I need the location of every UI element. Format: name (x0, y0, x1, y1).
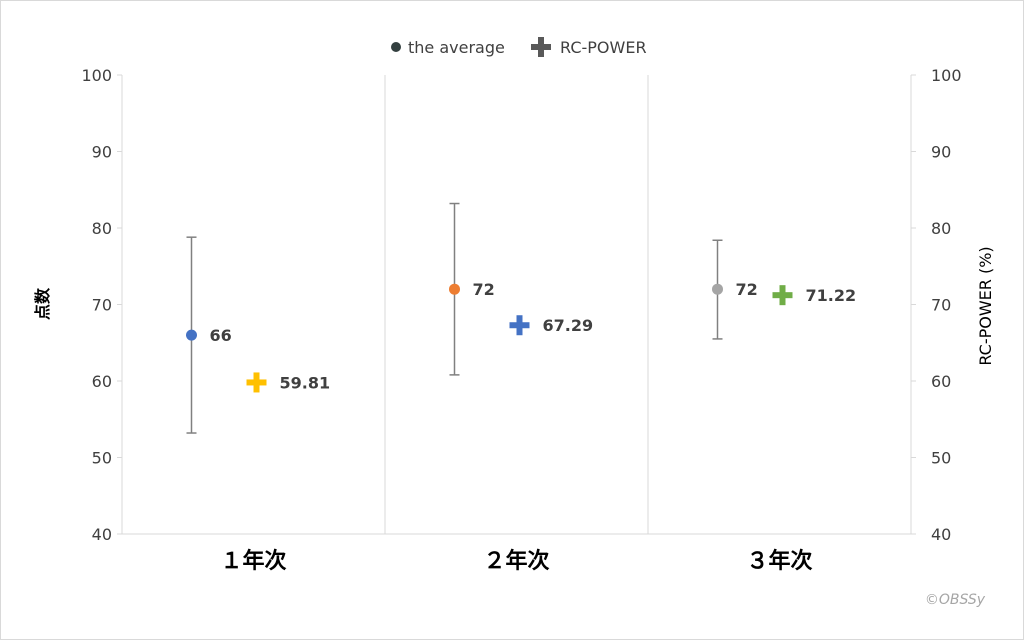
average-data-label: 72 (736, 280, 758, 299)
x-tick-label: ２年次 (483, 548, 549, 574)
y2-axis-title: RC-POWER (%) (976, 246, 995, 365)
legend-marker-rc-power (531, 37, 551, 57)
y-tick-label: 100 (81, 66, 112, 85)
legend-marker-average (391, 42, 401, 52)
rc-power-point-v (516, 315, 523, 336)
y2-tick-label: 80 (931, 219, 951, 238)
y-tick-label: 50 (92, 449, 112, 468)
y-tick-label: 70 (92, 296, 112, 315)
legend: the average RC-POWER (391, 37, 647, 57)
legend-label-rc-power: RC-POWER (560, 38, 647, 57)
y2-tick-label: 50 (931, 449, 951, 468)
rc-power-point (772, 285, 793, 306)
rc-power-data-label: 67.29 (543, 316, 594, 335)
y2-tick-label: 60 (931, 372, 951, 391)
y-tick-label: 80 (92, 219, 112, 238)
average-point (186, 329, 197, 341)
average-point (449, 283, 460, 295)
y2-tick-label: 70 (931, 296, 951, 315)
y2-tick-label: 90 (931, 143, 951, 162)
average-point (712, 283, 723, 295)
legend-plus-shape (531, 37, 551, 57)
legend-plus-shape-v (538, 37, 544, 57)
rc-power-point-v (253, 372, 260, 393)
rc-power-point (246, 372, 267, 393)
average-data-label: 66 (210, 326, 232, 345)
y2-tick-label: 100 (931, 66, 962, 85)
y-axis-title: 点数 (33, 287, 52, 320)
x-tick-label: ３年次 (746, 548, 812, 574)
rc-power-point (509, 315, 530, 336)
x-tick-label: １年次 (220, 548, 286, 574)
rc-power-data-label: 59.81 (280, 373, 331, 392)
rc-power-data-label: 71.22 (806, 286, 857, 305)
y-tick-label: 60 (92, 372, 112, 391)
y-tick-label: 90 (92, 143, 112, 162)
y-tick-label: 40 (92, 525, 112, 544)
y2-tick-label: 40 (931, 525, 951, 544)
rc-power-point-v (779, 285, 786, 306)
average-data-label: 72 (473, 280, 495, 299)
legend-label-average: the average (408, 38, 505, 57)
watermark: ©OBSSy (925, 592, 986, 608)
